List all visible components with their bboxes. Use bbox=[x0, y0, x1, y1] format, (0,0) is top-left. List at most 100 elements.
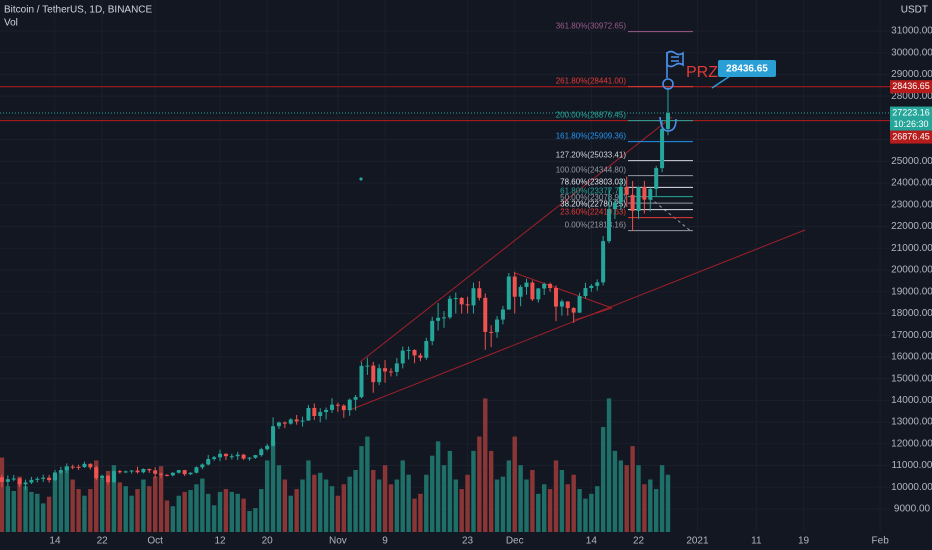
volume-bar bbox=[5, 486, 11, 532]
callout-pointer bbox=[711, 75, 731, 89]
candle-body bbox=[206, 459, 211, 465]
candle-body bbox=[495, 319, 500, 333]
candle-body bbox=[159, 473, 164, 475]
volume-bar bbox=[435, 441, 441, 532]
candle-body bbox=[123, 471, 128, 473]
candle-body bbox=[595, 282, 600, 286]
candles bbox=[0, 87, 670, 490]
y-tick-label: 31000.00 bbox=[891, 26, 932, 37]
volume-bar bbox=[500, 476, 506, 532]
candle-body bbox=[512, 276, 517, 297]
volume-bar bbox=[624, 465, 629, 532]
trend-line bbox=[574, 307, 613, 321]
y-tick-label: 17000.00 bbox=[891, 330, 932, 341]
fib-label: 78.60%(23803.03) bbox=[560, 177, 626, 186]
candle-body bbox=[111, 471, 116, 483]
candle-body bbox=[58, 470, 63, 473]
volume-bar bbox=[76, 489, 81, 532]
fib-label: 261.80%(28441.00) bbox=[556, 77, 627, 86]
volume-bar bbox=[253, 508, 258, 532]
volume-bar bbox=[371, 469, 376, 532]
candle-body bbox=[483, 297, 488, 332]
fib-label: 127.20%(25033.41) bbox=[556, 151, 627, 160]
volume-bar bbox=[565, 484, 570, 532]
volume-bar bbox=[494, 479, 500, 532]
volume-bar bbox=[129, 495, 134, 532]
volume-bar bbox=[376, 479, 382, 532]
volume-bar bbox=[294, 489, 299, 532]
candle-body bbox=[94, 467, 99, 479]
candle-body bbox=[477, 288, 482, 298]
volume-bar bbox=[359, 446, 364, 532]
volume-bar bbox=[636, 465, 641, 532]
candle-body bbox=[318, 412, 323, 417]
y-tick-label: 16000.00 bbox=[891, 352, 932, 363]
candle-body bbox=[259, 449, 264, 456]
trend-line bbox=[514, 272, 613, 309]
x-tick-label: 22 bbox=[97, 536, 109, 547]
candle-body bbox=[5, 479, 10, 482]
volume-bar bbox=[353, 469, 358, 532]
volume-bar bbox=[412, 498, 417, 532]
flag-stripes bbox=[671, 56, 679, 62]
y-tick-label: 9000.00 bbox=[894, 504, 931, 515]
volume-bar bbox=[282, 479, 288, 532]
volume-bar bbox=[589, 493, 594, 532]
trend-line bbox=[349, 229, 806, 411]
volume-bar bbox=[347, 476, 352, 532]
candle-body bbox=[11, 478, 16, 480]
candle-body bbox=[141, 469, 146, 473]
candle-body bbox=[383, 368, 388, 372]
volume-bar bbox=[441, 465, 447, 532]
volume-bar bbox=[105, 470, 111, 532]
price-label-box bbox=[890, 80, 932, 94]
last-price-box bbox=[890, 106, 932, 131]
y-tick-label: 10000.00 bbox=[891, 482, 932, 493]
candle-body bbox=[88, 463, 93, 468]
volume-bar bbox=[335, 495, 341, 532]
volume-bar bbox=[147, 486, 152, 532]
candle-body bbox=[453, 298, 458, 300]
candle-body bbox=[312, 407, 317, 417]
candle-body bbox=[147, 469, 152, 471]
volume-bar bbox=[536, 493, 541, 532]
volume-bar bbox=[229, 491, 235, 532]
volume-bar bbox=[418, 493, 423, 532]
y-tick-label: 12000.00 bbox=[891, 438, 932, 449]
x-tick-label: 19 bbox=[798, 536, 810, 547]
fib-label: 23.60%(22410.63) bbox=[560, 208, 626, 217]
candle-body bbox=[553, 288, 558, 307]
candle-body bbox=[106, 475, 111, 483]
candle-body bbox=[441, 317, 446, 319]
marker-dot bbox=[359, 177, 363, 181]
candle-body bbox=[353, 397, 358, 400]
candle-body bbox=[188, 472, 193, 475]
volume-bar bbox=[117, 482, 123, 532]
candle-body bbox=[100, 475, 105, 479]
currency-label[interactable]: USDT bbox=[901, 5, 928, 16]
y-tick-label: 21000.00 bbox=[891, 243, 932, 254]
volume-bar bbox=[559, 469, 565, 532]
volume-bar bbox=[524, 479, 529, 532]
y-tick-label: 28000.00 bbox=[891, 91, 932, 102]
candle-body bbox=[518, 286, 523, 297]
volume-bar bbox=[29, 491, 34, 532]
x-tick-label: Feb bbox=[872, 536, 890, 547]
fib-label: 0.00%(21813.16) bbox=[565, 221, 627, 230]
volume-bar bbox=[583, 498, 588, 532]
volume-bar bbox=[665, 474, 671, 532]
volume-bar bbox=[365, 436, 370, 532]
y-tick-label: 29000.00 bbox=[891, 69, 932, 80]
candle-body bbox=[41, 477, 46, 479]
candle-body bbox=[371, 365, 376, 383]
candle-body bbox=[648, 188, 653, 200]
x-tick-label: 2021 bbox=[686, 536, 709, 547]
volume-bar bbox=[642, 484, 647, 532]
x-tick-label: Oct bbox=[147, 536, 163, 547]
candle-body bbox=[394, 363, 399, 372]
volume-bar bbox=[459, 489, 464, 532]
cup-mark bbox=[659, 116, 677, 132]
candle-body bbox=[465, 304, 470, 306]
volume-bar bbox=[217, 491, 223, 532]
candle-body bbox=[294, 419, 299, 422]
